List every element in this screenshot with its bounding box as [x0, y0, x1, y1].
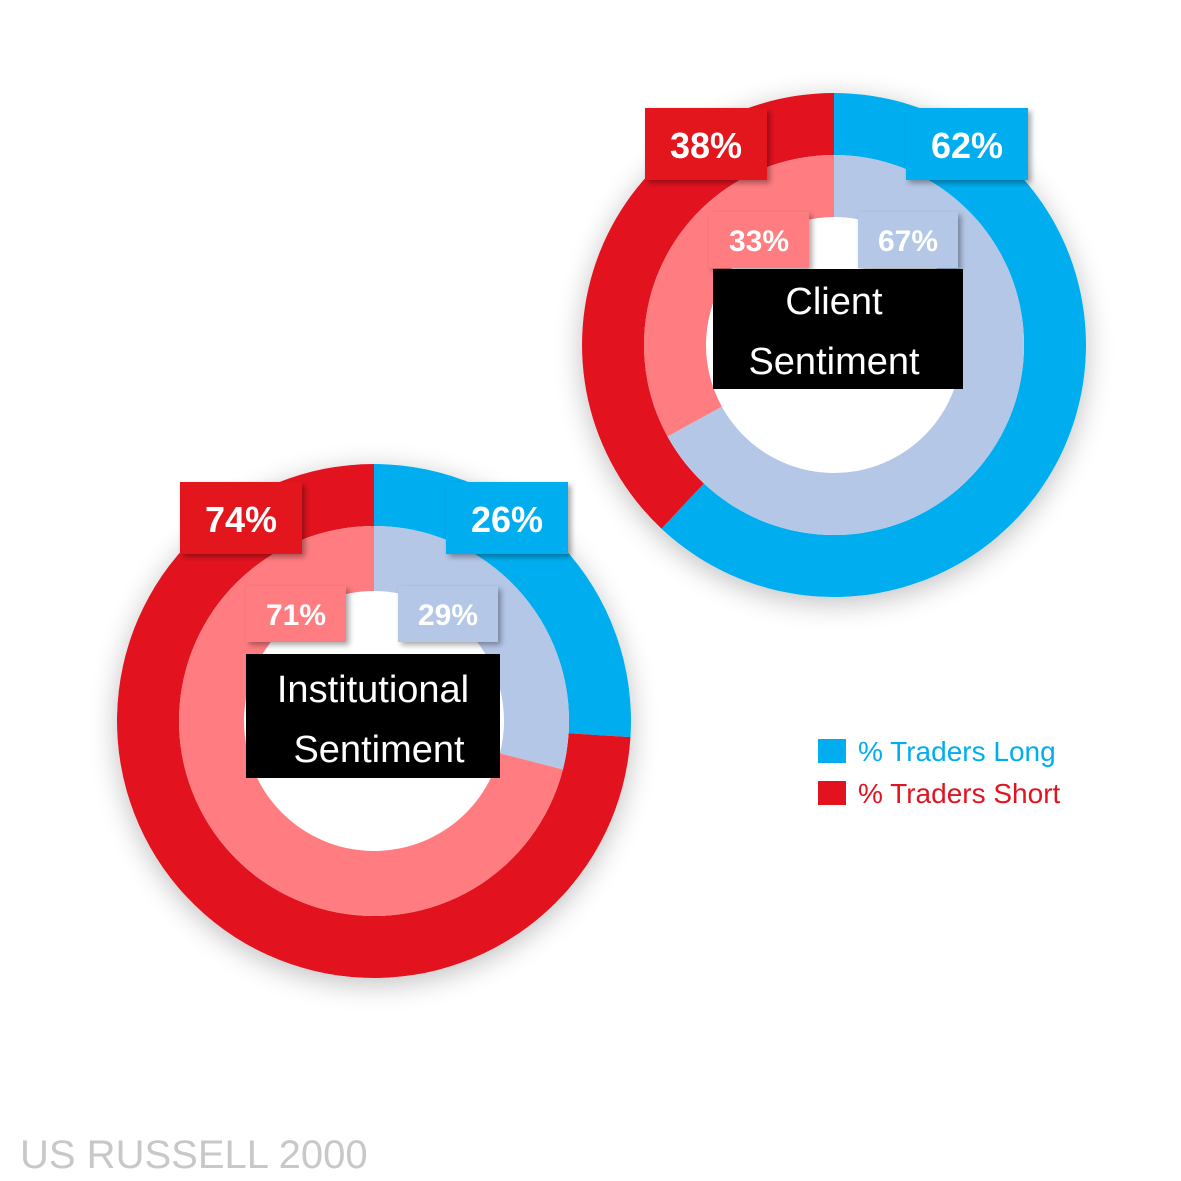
institutional-inner-long-label: 29% [418, 599, 478, 632]
legend-swatch-long [818, 739, 846, 763]
legend: % Traders Long % Traders Short [818, 736, 1061, 809]
client-outer-short-label-box [645, 108, 767, 180]
institutional-inner-short-label-box [246, 586, 346, 642]
client-inner-long-label-box [858, 212, 958, 268]
institutional-outer-long-label-box [446, 482, 568, 554]
client-center-box [713, 269, 963, 389]
client-inner-short-label-box [709, 212, 809, 268]
legend-label-short: % Traders Short [858, 778, 1061, 809]
legend-swatch-short [818, 781, 846, 805]
client-sentiment-donut: 38% 62% 33% 67% Client Sentiment [582, 93, 1087, 597]
client-outer-long-label: 62% [931, 125, 1003, 166]
client-inner-long-label: 67% [878, 225, 938, 258]
institutional-outer-long-slice [374, 464, 631, 738]
institutional-outer-short-label: 74% [205, 499, 277, 540]
institutional-center-line-2: Sentiment [293, 729, 465, 771]
client-outer-short-slice [582, 93, 834, 529]
institutional-sentiment-donut: 74% 26% 71% 29% Institutional Sentiment [116, 464, 631, 978]
client-inner-short-label: 33% [729, 225, 789, 258]
footer-title: US RUSSELL 2000 [20, 1133, 368, 1177]
client-outer-long-slice [661, 93, 1087, 597]
institutional-inner-long-label-box [398, 586, 498, 642]
institutional-outer-long-label: 26% [471, 499, 543, 540]
client-center-line-1: Client [785, 281, 883, 323]
client-center-line-2: Sentiment [748, 341, 920, 383]
legend-label-long: % Traders Long [858, 736, 1056, 767]
institutional-center-box [246, 654, 500, 778]
institutional-outer-short-label-box [180, 482, 302, 554]
client-outer-long-label-box [906, 108, 1028, 180]
institutional-center-line-1: Institutional [277, 669, 469, 711]
institutional-inner-short-label: 71% [266, 599, 326, 632]
client-outer-short-label: 38% [670, 125, 742, 166]
